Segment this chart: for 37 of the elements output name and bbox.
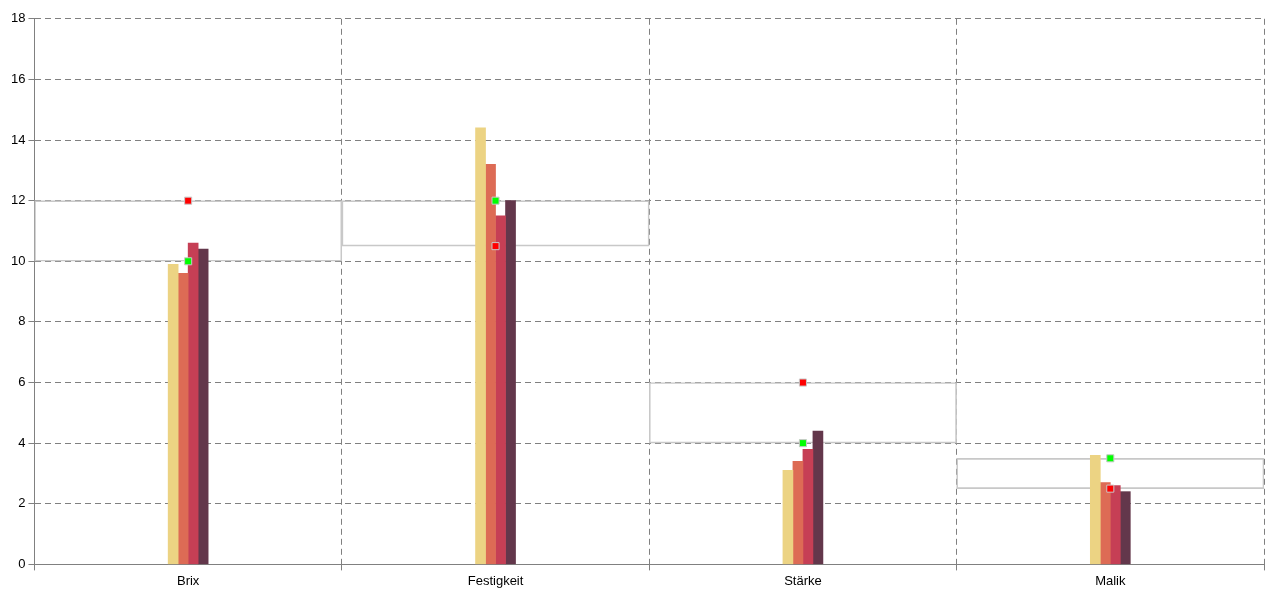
y-tick-label: 2 — [18, 495, 26, 511]
bar — [187, 242, 199, 565]
y-tick-label: 10 — [10, 252, 26, 268]
point — [1106, 454, 1115, 463]
bar — [1089, 454, 1101, 565]
bar — [792, 461, 804, 565]
point — [491, 242, 500, 251]
y-tick-label: 6 — [18, 374, 26, 390]
bar — [197, 248, 209, 565]
bar — [485, 163, 496, 565]
bar — [177, 273, 189, 565]
y-tick-label: 18 — [10, 10, 26, 26]
y-tick-label: 8 — [18, 313, 26, 329]
bar — [802, 448, 814, 565]
y-tick-label: 14 — [10, 131, 26, 147]
point — [798, 378, 807, 387]
point — [184, 196, 193, 205]
point — [1106, 484, 1115, 493]
x-tick-label: Stärke — [784, 572, 822, 588]
bar — [495, 215, 506, 565]
x-tick-label: Festigkeit — [467, 572, 524, 588]
bar — [475, 127, 486, 565]
x-tick-label: Brix — [176, 572, 200, 588]
bar — [1109, 485, 1121, 565]
point — [491, 196, 500, 205]
y-tick-label: 0 — [18, 555, 26, 571]
x-tick-label: Malik — [1095, 572, 1126, 588]
point — [184, 257, 193, 266]
bar — [1119, 491, 1131, 565]
bar — [782, 470, 794, 565]
point — [798, 439, 807, 448]
y-tick-label: 12 — [10, 192, 26, 208]
bar — [167, 263, 179, 565]
bar — [505, 200, 516, 565]
y-tick-label: 16 — [10, 71, 26, 86]
bar — [812, 430, 824, 565]
y-tick-label: 4 — [18, 434, 26, 450]
